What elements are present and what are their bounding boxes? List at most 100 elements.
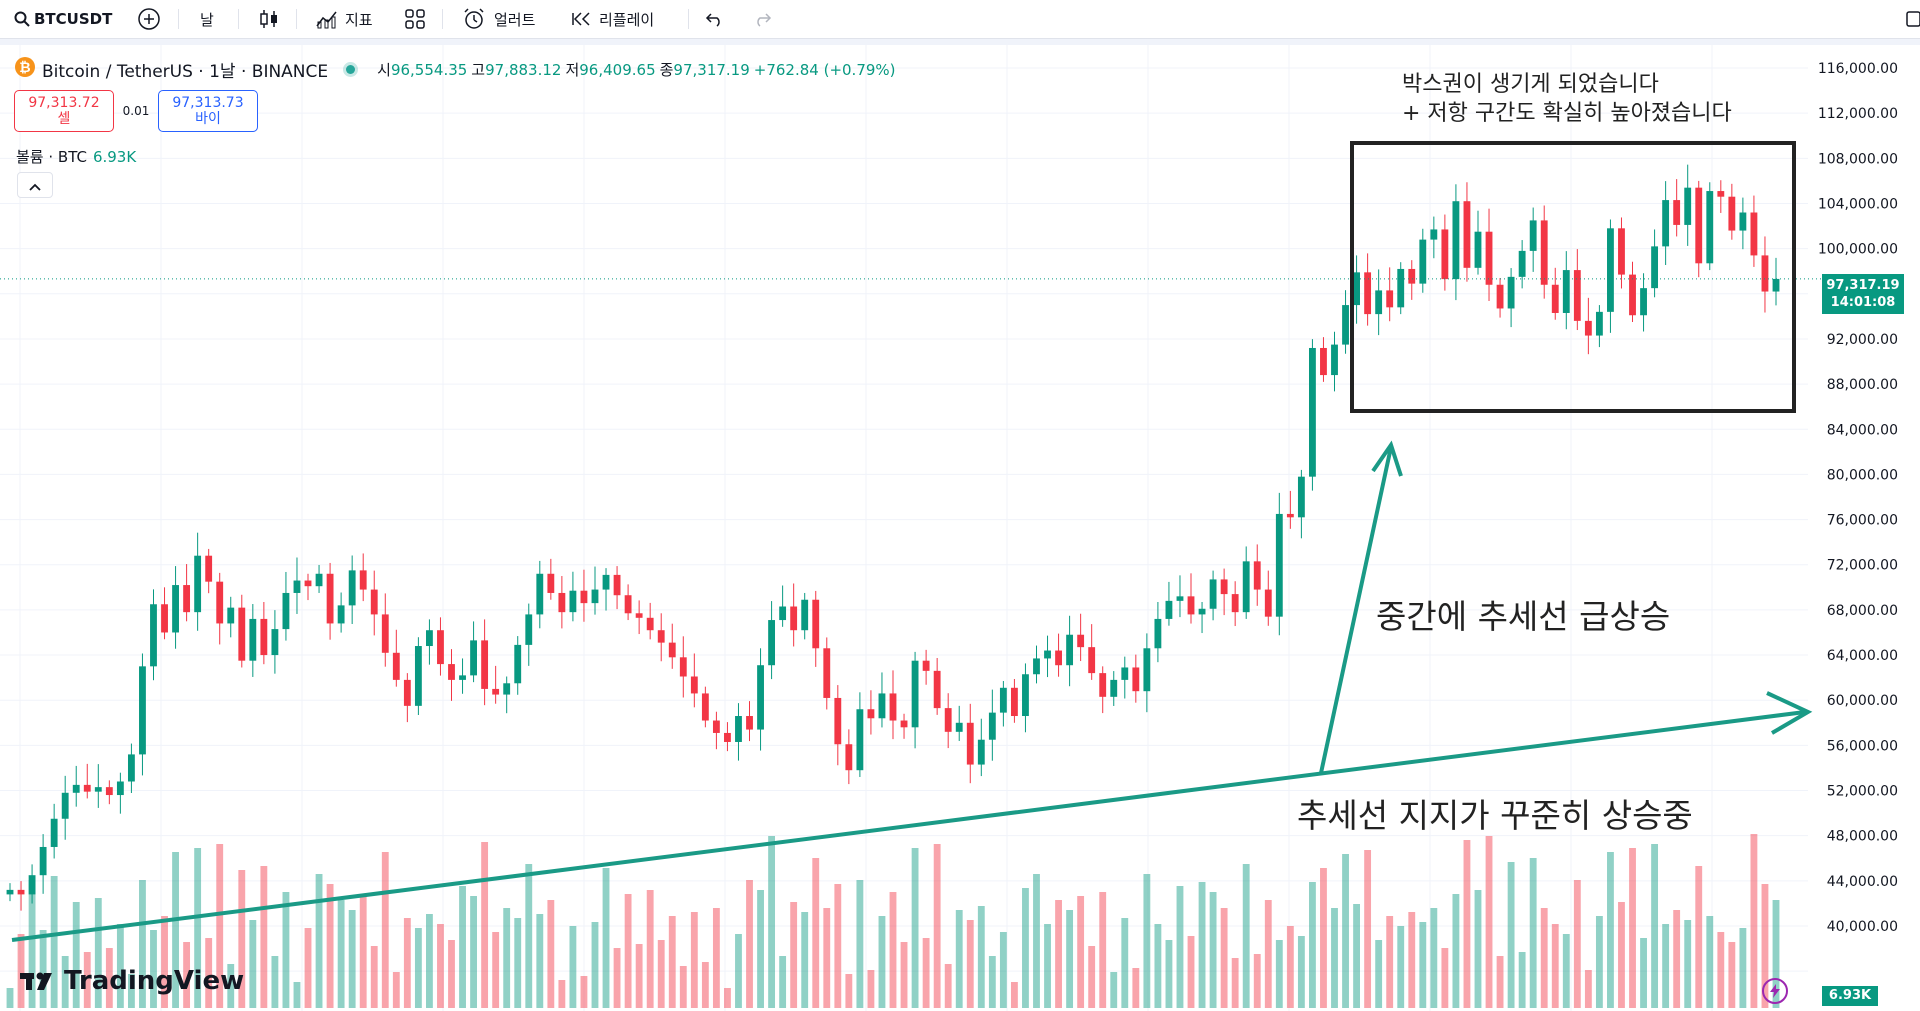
price-axis-tick: 52,000.00 [1827,784,1898,800]
lightning-icon[interactable] [1762,978,1788,1004]
market-open-indicator [346,65,356,74]
price-axis-tick: 116,000.00 [1818,61,1898,77]
replay-button[interactable]: 리플레이 [571,0,654,38]
low-value: 96,409.65 [579,61,656,79]
candle-body [1253,561,1261,590]
volume-bar [1055,900,1062,1008]
volume-bar [1441,948,1449,1008]
candle-body [6,889,14,895]
chart-type-button[interactable] [258,0,280,38]
candle-body [525,614,533,645]
candle-body [116,781,124,796]
sell-label: 셀 [57,111,71,127]
volume-bar [216,844,224,1008]
candle-body [1033,658,1040,675]
range-box-drawing[interactable] [1350,141,1796,413]
box-annotation-line2[interactable]: + 저항 구간도 확실히 높아졌습니다 [1402,101,1732,126]
candle-body [1143,648,1151,692]
volume-bar [701,962,709,1008]
candle-body [823,648,831,698]
fullscreen-button[interactable] [1906,0,1920,38]
candle-body [514,644,522,684]
indicators-icon [315,8,339,30]
candle-body [955,722,963,732]
tradingview-logo[interactable]: TradingView [20,966,244,996]
candle-body [1088,647,1096,674]
alarm-clock-icon [462,7,486,31]
alerts-button[interactable]: 얼러트 [462,0,535,38]
volume-legend: 볼륨 · BTC 6.93K [16,146,136,167]
volume-bar [768,836,776,1008]
sell-button[interactable]: 97,313.72 셀 [14,90,114,132]
spread-value: 0.01 [122,104,150,118]
volume-bar [1187,936,1195,1008]
candle-body [1066,634,1074,666]
candle-body [1408,268,1416,284]
interval-button[interactable]: 날 [200,0,214,38]
ohlc-high: 고97,883.12 [471,59,561,80]
candle-body [1397,268,1405,308]
price-chart[interactable]: 116,000.00 112,000.00 108,000.00 104,000.00… [0,45,1920,1011]
volume-bar [414,928,422,1008]
candles-group [6,164,1780,911]
layouts-button[interactable] [405,0,425,38]
candle-body [238,607,246,661]
symbol-title: Bitcoin / TetherUS · 1날 · BINANCE [42,62,329,82]
volume-bar [988,956,996,1008]
compare-symbol-button[interactable] [137,0,161,38]
volume-bar [448,940,455,1008]
volume-bar [1595,916,1603,1008]
redo-button[interactable] [752,0,772,38]
volume-bar [304,928,312,1008]
volume-bar [28,880,36,1008]
candle-body [580,590,588,604]
candle-body [1750,212,1758,256]
candle-body [315,573,323,587]
volume-bar [348,910,356,1008]
candle-body [790,606,798,631]
volume-bar [1772,900,1780,1008]
volume-bar [370,946,378,1008]
indicators-button[interactable]: 지표 [315,0,373,38]
candle-body [1651,246,1659,289]
undo-button[interactable] [705,0,725,38]
candle-body [1463,201,1471,268]
candle-body [999,687,1007,713]
candle-body [1055,650,1062,666]
candle-body [801,599,809,631]
candle-body [492,688,500,695]
volume-bar [150,930,157,1008]
candle-body [966,722,974,765]
volume-bar [911,848,919,1008]
volume-bar [1629,848,1636,1008]
volume-bar [1264,900,1272,1008]
candle-body [911,660,919,728]
candle-body [1342,305,1349,345]
buy-button[interactable]: 97,313.73 바이 [158,90,258,132]
symbol-search[interactable]: BTCUSDT [14,0,112,38]
candle-body [150,604,157,667]
box-annotation-line1[interactable]: 박스권이 생기게 되었습니다 [1402,72,1659,97]
volume-bar [1275,940,1283,1008]
price-axis-tick: 48,000.00 [1827,829,1898,845]
candle-body [83,784,91,792]
candle-body [1044,650,1051,659]
collapse-legend-button[interactable] [17,172,53,198]
candle-body [50,818,58,847]
volume-bar [1198,882,1206,1008]
volume-bar [525,864,533,1008]
volume-bar [72,902,80,1008]
candle-body [1441,229,1449,280]
candle-body [1010,687,1018,717]
volume-bar [1342,854,1349,1008]
volume-bar [1297,936,1305,1008]
volume-bar [481,842,489,1008]
support-annotation[interactable]: 추세선 지지가 꾸준히 상승중 [1297,796,1693,835]
grid-icon [405,9,425,29]
candle-body [1132,667,1140,692]
surge-annotation[interactable]: 중간에 추세선 급상승 [1376,597,1671,636]
chart-area[interactable]: 116,000.00 112,000.00 108,000.00 104,000.00… [0,45,1920,1011]
candle-body [481,640,489,689]
volume-bar [50,876,58,1008]
candle-body [1573,270,1581,321]
